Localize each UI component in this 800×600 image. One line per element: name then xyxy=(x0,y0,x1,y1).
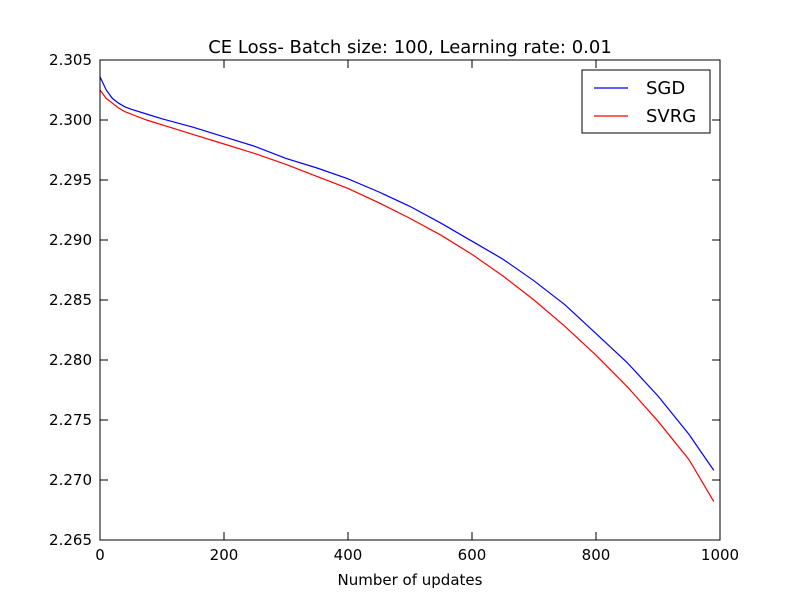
legend-box xyxy=(581,69,711,134)
y-tick-label: 2.275 xyxy=(49,411,92,429)
x-tick-label: 800 xyxy=(582,546,611,564)
y-tick-label: 2.295 xyxy=(49,171,92,189)
x-axis-label: Number of updates xyxy=(338,571,483,589)
ticks: 0 200 400 600 800 1000 2.265 2.270 2.275 2.280 2.2… xyxy=(49,51,739,564)
legend: SGD SVRG xyxy=(581,69,711,134)
series-line-svrg xyxy=(99,89,715,502)
x-tick-label: 0 xyxy=(95,546,105,564)
y-tick-label: 2.305 xyxy=(49,51,92,69)
x-tick-label: 200 xyxy=(210,546,239,564)
series-line-sgd xyxy=(99,76,715,471)
x-tick-label: 400 xyxy=(334,546,363,564)
series-lines xyxy=(99,76,715,502)
plot-frame xyxy=(99,59,721,541)
y-tick-label: 2.285 xyxy=(49,291,92,309)
y-tick-label: 2.300 xyxy=(49,111,92,129)
y-tick-label: 2.265 xyxy=(49,531,92,549)
legend-label-svrg: SVRG xyxy=(646,106,696,127)
x-tick-label: 1000 xyxy=(701,546,739,564)
y-tick-label: 2.280 xyxy=(49,351,92,369)
chart-title: CE Loss- Batch size: 100, Learning rate:… xyxy=(208,37,612,58)
legend-label-sgd: SGD xyxy=(646,78,685,99)
y-tick-label: 2.270 xyxy=(49,471,92,489)
y-tick-label: 2.290 xyxy=(49,231,92,249)
x-tick-label: 600 xyxy=(458,546,487,564)
